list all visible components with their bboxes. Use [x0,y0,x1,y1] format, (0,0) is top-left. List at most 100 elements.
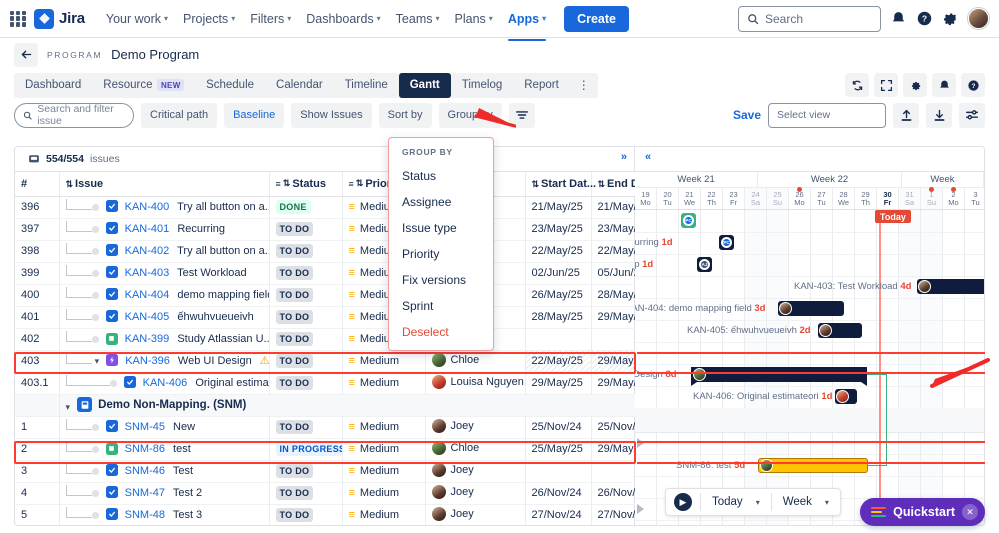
day-cell[interactable]: 22 Th [701,188,723,209]
issue-key[interactable]: SNM-47 [124,487,165,499]
group-by-option-status[interactable]: Status [402,169,437,183]
day-cell[interactable]: 21 We [679,188,701,209]
table-row[interactable]: 3 SNM-46 Test TO DO ≡ Medium Joey [15,460,658,483]
nav-dashboards[interactable]: Dashboards ▾ [299,6,387,32]
gantt-bar[interactable] [835,389,857,404]
row-issue[interactable]: KAN-404 demo mapping field [59,284,270,307]
tab-schedule[interactable]: Schedule [195,73,265,98]
group-by-deselect[interactable]: Deselect [402,325,449,339]
gantt-milestone[interactable]: PC [719,235,734,250]
quickstart-button[interactable]: Quickstart ✕ [860,498,985,526]
table-row[interactable]: 400 KAN-404 demo mapping field TO DO ≡ Me… [15,284,658,307]
tab-dashboard[interactable]: Dashboard [14,73,92,98]
download-icon[interactable] [926,102,952,128]
gantt-epic-bar[interactable] [691,367,867,386]
group-by-option-fix-versions[interactable]: Fix versions [402,273,467,287]
settings-gear-icon[interactable] [903,73,927,97]
issue-key[interactable]: SNM-46 [124,465,165,477]
row-issue[interactable]: ▾ KAN-396 Web UI Design ⚠ [59,350,270,373]
issue-key[interactable]: KAN-405 [124,311,170,323]
row-issue[interactable]: KAN-406 Original estima... [59,372,270,395]
day-cell[interactable]: 26 Mo [789,187,811,209]
group-row[interactable]: ▾ Demo Non-Mapping. (SNM) [15,394,658,417]
group-header[interactable]: ▾ Demo Non-Mapping. (SNM) [59,394,658,417]
day-cell[interactable]: 28 We [833,188,855,209]
group-by-option-issue-type[interactable]: Issue type [402,221,457,235]
upload-icon[interactable] [893,102,919,128]
baseline-button[interactable]: Baseline [224,102,285,128]
issue-key[interactable]: KAN-400 [124,201,170,213]
nav-apps[interactable]: Apps ▾ [501,6,553,41]
row-issue[interactable]: KAN-402 Try all button on a... [59,240,270,263]
show-issues-button[interactable]: Show Issues [291,102,372,128]
day-cell[interactable]: 24 Sa [745,188,767,209]
back-button[interactable] [14,42,38,67]
help-icon[interactable]: ? [916,10,933,27]
row-issue[interactable]: KAN-403 Test Workload [59,262,270,285]
scroll-left-icon[interactable] [637,438,644,448]
row-issue[interactable]: SNM-86 test [59,438,270,461]
create-button[interactable]: Create [564,5,629,32]
issue-key[interactable]: KAN-404 [124,289,170,301]
refresh-icon[interactable] [845,73,869,97]
issue-key[interactable]: SNM-86 [124,443,165,455]
day-cell[interactable]: 3 Tu [965,188,984,209]
issue-key[interactable]: SNM-48 [124,509,165,521]
group-by-option-priority[interactable]: Priority [402,247,440,261]
row-issue[interactable]: KAN-401 Recurring [59,218,270,241]
col-header-start-date[interactable]: ⇅ Start Dat... [525,172,596,197]
table-row[interactable]: 401 KAN-405 ếhwuhvueueivh TO DO ≡ Medium … [15,306,658,329]
day-cell[interactable]: 27 Tu [811,188,833,209]
row-issue[interactable]: KAN-399 Study Atlassian U... [59,328,270,351]
filter-icon[interactable] [508,102,535,128]
tabs-overflow-menu[interactable]: ⋮ [577,78,590,92]
day-cell[interactable]: 1 Su [921,187,943,209]
day-cell[interactable]: 23 Fr [723,188,745,209]
notify-icon[interactable] [932,73,956,97]
row-issue[interactable]: SNM-48 Test 3 [59,504,270,525]
jira-logo-icon[interactable] [34,8,54,29]
table-row[interactable]: 397 KAN-401 Recurring TO DO ≡ Medium 23/M… [15,218,658,241]
day-cell[interactable]: 29 Th [855,188,877,209]
table-row[interactable]: 403.1 KAN-406 Original estima... TO DO ≡… [15,372,658,395]
nav-projects[interactable]: Projects ▾ [176,6,242,32]
day-cell[interactable]: 2 Mo [943,187,965,209]
day-cell[interactable]: 20 Tu [657,188,679,209]
select-view-dropdown[interactable]: Select view [768,102,886,128]
gantt-bars-area[interactable]: Today app 1d PC …401: Recurring 1d PC …n… [635,210,984,525]
chevron-down-icon[interactable]: ▾ [65,401,71,412]
issue-key[interactable]: SNM-45 [124,421,165,433]
tab-calendar[interactable]: Calendar [265,73,334,98]
tab-report[interactable]: Report [513,73,570,98]
fullscreen-icon[interactable] [874,73,898,97]
profile-avatar[interactable] [968,8,989,29]
today-dropdown[interactable]: Today ▾ [701,496,771,508]
row-issue[interactable]: SNM-45 New [59,416,270,439]
notifications-icon[interactable] [890,10,907,27]
col-header-status[interactable]: ≡ ⇅ Status [269,172,343,197]
issue-key[interactable]: KAN-403 [124,267,170,279]
chevron-down-icon[interactable]: ▾ [94,356,100,366]
table-row[interactable]: 5 SNM-48 Test 3 TO DO ≡ Medium Joey 27/No… [15,504,658,525]
issue-key[interactable]: KAN-399 [124,333,170,345]
tab-timelog[interactable]: Timelog [451,73,513,98]
help-icon[interactable]: ? [961,73,985,97]
tab-gantt[interactable]: Gantt [398,72,451,98]
group-by-button[interactable]: Group by [438,102,502,128]
play-circle-icon[interactable]: ▶ [674,493,692,511]
apps-grid-icon[interactable] [10,10,26,27]
settings-sliders-icon[interactable] [959,102,985,128]
table-row[interactable]: 2 SNM-86 test IN PROGRESS ≡ Medium Chloe … [15,438,658,461]
issue-key[interactable]: KAN-406 [142,377,188,389]
table-row[interactable]: 403 ▾ KAN-396 Web UI Design ⚠ TO DO ≡ Med… [15,350,658,373]
save-button[interactable]: Save [732,108,761,122]
table-row[interactable]: 1 SNM-45 New TO DO ≡ Medium Joey 25/Nov/2… [15,416,658,439]
gantt-milestone[interactable]: AJ [697,257,712,272]
sort-by-button[interactable]: Sort by [378,102,432,128]
group-by-option-sprint[interactable]: Sprint [402,299,434,313]
critical-path-button[interactable]: Critical path [141,102,218,128]
close-icon[interactable]: ✕ [962,504,978,520]
table-row[interactable]: 402 KAN-399 Study Atlassian U... TO DO ≡… [15,328,658,351]
day-cell[interactable]: 31 Sa [899,188,921,209]
tab-resource[interactable]: Resource NEW [92,73,195,98]
